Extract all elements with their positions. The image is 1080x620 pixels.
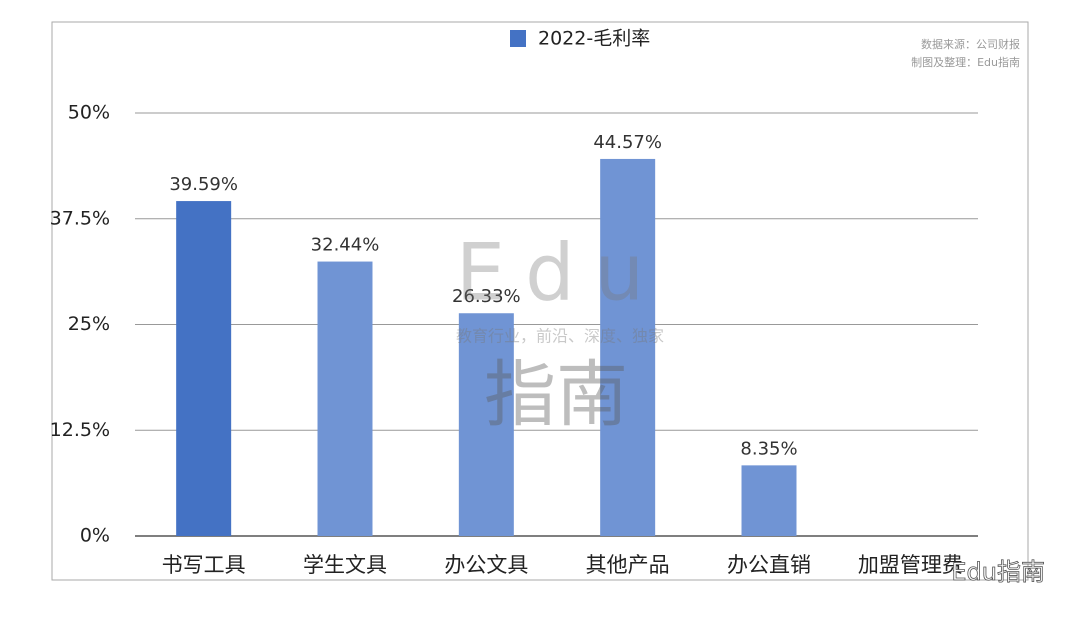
y-tick-label: 37.5%: [50, 207, 110, 229]
x-tick-label: 办公直销: [727, 553, 811, 577]
bar: [458, 313, 514, 536]
value-label: 44.57%: [593, 132, 662, 153]
y-tick-label: 12.5%: [50, 419, 110, 441]
y-tick-label: 25%: [68, 313, 110, 335]
watermark: 指南: [484, 353, 628, 437]
watermark: 教育行业，前沿、深度、独家: [456, 327, 664, 346]
legend-label: 2022-毛利率: [538, 28, 650, 50]
watermark: Edu指南: [951, 558, 1045, 586]
plot: 0% 12.5% 25% 37.5% 50% 书写工具 39.59% 学生文具 32.44% 办公…: [50, 102, 978, 577]
x-tick-label: 书写工具: [162, 553, 246, 577]
source-note: 数据来源：公司财报: [921, 37, 1020, 51]
x-tick-label: 办公文具: [444, 553, 528, 577]
bar: [317, 261, 373, 536]
y-tick-label: 50%: [68, 102, 110, 124]
value-label: 39.59%: [169, 174, 238, 195]
bar: [176, 201, 232, 536]
bar: [600, 158, 656, 536]
value-label: 32.44%: [311, 235, 380, 256]
source-note: 制图及整理：Edu指南: [911, 55, 1020, 69]
value-label: 8.35%: [740, 438, 797, 459]
x-tick-label: 其他产品: [586, 553, 670, 577]
legend-swatch: [510, 30, 526, 47]
y-tick-label: 0%: [80, 525, 110, 547]
bar: [741, 465, 797, 536]
value-label: 26.33%: [452, 286, 521, 307]
x-tick-label: 加盟管理费: [858, 553, 963, 577]
watermark: Edu: [456, 228, 664, 318]
x-tick-label: 学生文具: [303, 553, 387, 577]
